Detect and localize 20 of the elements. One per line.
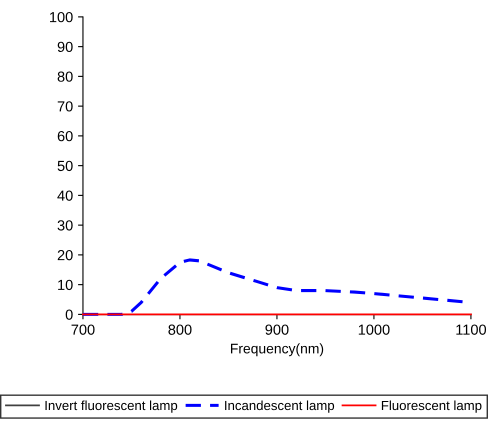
y-tick-label: 10 [58, 280, 73, 290]
x-axis-title: Frequency(nm) [231, 343, 324, 356]
y-tick-label: 80 [58, 71, 73, 82]
y-tick-label: 90 [58, 42, 73, 52]
legend-label: Invert fluorescent lamp [45, 400, 178, 413]
x-tick-label: 1000 [358, 324, 390, 335]
y-tick-label: 70 [58, 101, 73, 112]
y-tick-label: 30 [58, 220, 73, 231]
legend-label: Incandescent lamp [225, 400, 334, 413]
y-tick-label: 0 [66, 309, 73, 320]
y-tick-label: 100 [50, 12, 73, 22]
y-tick-label: 40 [57, 190, 73, 201]
x-tick-label: 1100 [456, 324, 486, 335]
y-tick-label: 60 [58, 130, 73, 142]
x-tick-label: 700 [72, 324, 95, 335]
y-tick-label: 50 [58, 160, 73, 172]
x-tick-label: 800 [168, 324, 192, 335]
legend-label: Fluorescent lamp [382, 400, 482, 413]
y-tick-label: 20 [58, 250, 73, 260]
x-tick-label: 900 [265, 324, 289, 335]
